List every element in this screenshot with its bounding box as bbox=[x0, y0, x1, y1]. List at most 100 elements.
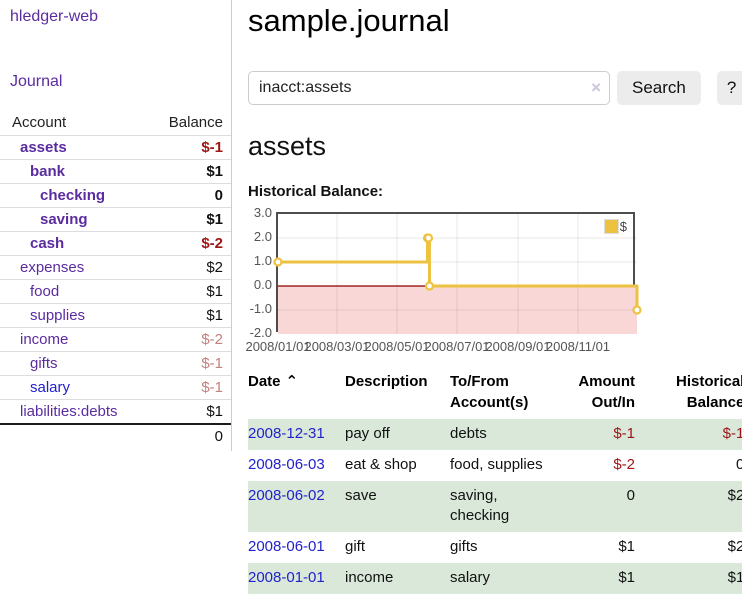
transaction-balance: $2 bbox=[727, 538, 742, 555]
chart-plot-area: $ bbox=[273, 212, 642, 334]
sidebar-account-link[interactable]: expenses bbox=[20, 259, 85, 276]
sidebar-account-row: checking 0 bbox=[0, 183, 231, 207]
register-header-description: Description bbox=[345, 373, 428, 390]
x-axis-tick-label: 2008/07/01 bbox=[424, 339, 490, 354]
sidebar-account-balance: $2 bbox=[206, 259, 223, 276]
sidebar-account-balance: $1 bbox=[206, 307, 223, 324]
x-axis-tick-label: 2008/03/01 bbox=[304, 339, 370, 354]
register-header-account: To/From Account(s) bbox=[450, 373, 529, 411]
transaction-balance: $-1 bbox=[722, 425, 742, 442]
y-axis-tick-label: 1.0 bbox=[253, 253, 272, 268]
register-header-date[interactable]: Date ⌃ bbox=[248, 373, 299, 390]
transaction-amount: 0 bbox=[626, 487, 635, 504]
transaction-amount: $-1 bbox=[613, 425, 635, 442]
page-title: sample.journal bbox=[248, 3, 450, 38]
sidebar-account-link[interactable]: liabilities:debts bbox=[20, 403, 118, 420]
transaction-date-link[interactable]: 2008-06-03 bbox=[248, 456, 325, 473]
transaction-description: income bbox=[345, 569, 394, 586]
sidebar-account-row: income $-2 bbox=[0, 327, 231, 351]
transaction-amount: $1 bbox=[618, 569, 635, 586]
search-button[interactable]: Search bbox=[617, 71, 701, 105]
transaction-description: save bbox=[345, 487, 377, 504]
transaction-date-link[interactable]: 2008-01-01 bbox=[248, 569, 325, 586]
sidebar-account-balance: $1 bbox=[206, 283, 223, 300]
transaction-amount: $1 bbox=[618, 538, 635, 555]
account-title: assets bbox=[248, 131, 327, 161]
sidebar-account-balance: $-2 bbox=[201, 235, 223, 252]
sidebar-account-row: gifts $-1 bbox=[0, 351, 231, 375]
legend-label: $ bbox=[619, 219, 627, 234]
accounts-header-account: Account bbox=[12, 114, 67, 131]
sidebar-account-link[interactable]: checking bbox=[40, 187, 106, 204]
sidebar-account-link[interactable]: gifts bbox=[30, 355, 58, 372]
x-axis-tick-label: 2008/11/01 bbox=[545, 339, 611, 354]
transaction-date-link[interactable]: 2008-06-02 bbox=[248, 487, 325, 504]
accounts-table: Account Balance assets $-1 bank $1 checking 0… bbox=[0, 111, 231, 449]
sidebar-account-link[interactable]: income bbox=[20, 331, 69, 348]
register-body: 2008-12-31 pay off debts $-1 $-1 2008-06-03 ea… bbox=[248, 419, 742, 594]
register-row: 2008-06-02 save saving, checking 0 $2 bbox=[248, 481, 742, 532]
register-row: 2008-06-01 gift gifts $1 $2 bbox=[248, 532, 742, 563]
chart-legend: $ bbox=[602, 218, 629, 235]
main-content: sample.journal × Search ? assets Histori… bbox=[232, 0, 742, 594]
transaction-description: eat & shop bbox=[345, 456, 417, 473]
sidebar-account-balance: $-1 bbox=[201, 355, 223, 372]
search-box: × bbox=[248, 71, 610, 105]
sidebar-account-link[interactable]: supplies bbox=[30, 307, 86, 324]
sidebar-account-row: supplies $1 bbox=[0, 303, 231, 327]
x-axis-tick-label: 2008/09/01 bbox=[485, 339, 551, 354]
sidebar-account-row: liabilities:debts $1 bbox=[0, 399, 231, 423]
sidebar-account-row: bank $1 bbox=[0, 159, 231, 183]
sidebar-account-link[interactable]: cash bbox=[30, 235, 65, 252]
x-axis-tick-label: 2008/05/01 bbox=[364, 339, 430, 354]
chart-canvas bbox=[273, 214, 642, 334]
sidebar-account-row: assets $-1 bbox=[0, 135, 231, 159]
accounts-table-header: Account Balance bbox=[0, 111, 231, 135]
transaction-description: gift bbox=[345, 538, 366, 555]
sidebar-account-row: expenses $2 bbox=[0, 255, 231, 279]
transaction-date-link[interactable]: 2008-06-01 bbox=[248, 538, 325, 555]
y-axis-tick-label: -2.0 bbox=[249, 325, 272, 340]
transaction-accounts: saving, checking bbox=[450, 487, 510, 524]
y-axis-tick-label: -1.0 bbox=[249, 301, 272, 316]
help-button[interactable]: ? bbox=[716, 71, 742, 105]
sidebar-account-balance: $-1 bbox=[201, 379, 223, 396]
transaction-description: pay off bbox=[345, 425, 390, 442]
sidebar-item-journal[interactable]: Journal bbox=[10, 73, 63, 90]
y-axis-tick-label: 3.0 bbox=[253, 205, 272, 220]
sidebar-account-link[interactable]: food bbox=[30, 283, 60, 300]
brand-link[interactable]: hledger-web bbox=[10, 8, 99, 25]
y-axis-tick-label: 2.0 bbox=[253, 229, 272, 244]
transaction-date-link[interactable]: 2008-12-31 bbox=[248, 425, 325, 442]
sidebar-account-balance: $1 bbox=[206, 211, 223, 228]
transaction-balance: $1 bbox=[727, 569, 742, 586]
register-row: 2008-12-31 pay off debts $-1 $-1 bbox=[248, 419, 742, 450]
search-input[interactable] bbox=[248, 71, 610, 105]
register-header-amount: Amount Out/In bbox=[578, 373, 635, 411]
x-axis-tick-label: 2008/01/01 bbox=[245, 339, 311, 354]
sidebar-account-row: food $1 bbox=[0, 279, 231, 303]
sidebar-account-row: salary $-1 bbox=[0, 375, 231, 399]
sidebar-account-link[interactable]: bank bbox=[30, 163, 66, 180]
sidebar-account-balance: 0 bbox=[214, 187, 223, 204]
sidebar-account-balance: $-1 bbox=[201, 139, 223, 156]
sidebar-account-link[interactable]: assets bbox=[20, 139, 67, 156]
sidebar-account-row: saving $1 bbox=[0, 207, 231, 231]
sidebar-account-link[interactable]: salary bbox=[30, 379, 71, 396]
sidebar-account-link[interactable]: saving bbox=[40, 211, 88, 228]
clear-search-icon[interactable]: × bbox=[591, 78, 601, 97]
accounts-total-row: 0 bbox=[0, 423, 231, 449]
register-table: Date ⌃ Description To/From Account(s) Amo… bbox=[248, 369, 742, 594]
transaction-accounts: debts bbox=[450, 425, 487, 442]
sidebar-account-balance: $1 bbox=[206, 163, 223, 180]
chart-title: Historical Balance: bbox=[248, 183, 384, 200]
y-axis-tick-label: 0.0 bbox=[253, 277, 272, 292]
transaction-accounts: salary bbox=[450, 569, 491, 586]
sidebar-accounts: assets $-1 bank $1 checking 0 saving $1 cash $-2 e… bbox=[0, 135, 231, 423]
legend-swatch bbox=[604, 220, 618, 233]
transaction-accounts: food, supplies bbox=[450, 456, 543, 473]
sidebar-account-balance: $-2 bbox=[201, 331, 223, 348]
register-row: 2008-06-03 eat & shop food, supplies $-2 0 bbox=[248, 450, 742, 481]
search-row: × Search ? bbox=[248, 71, 742, 105]
